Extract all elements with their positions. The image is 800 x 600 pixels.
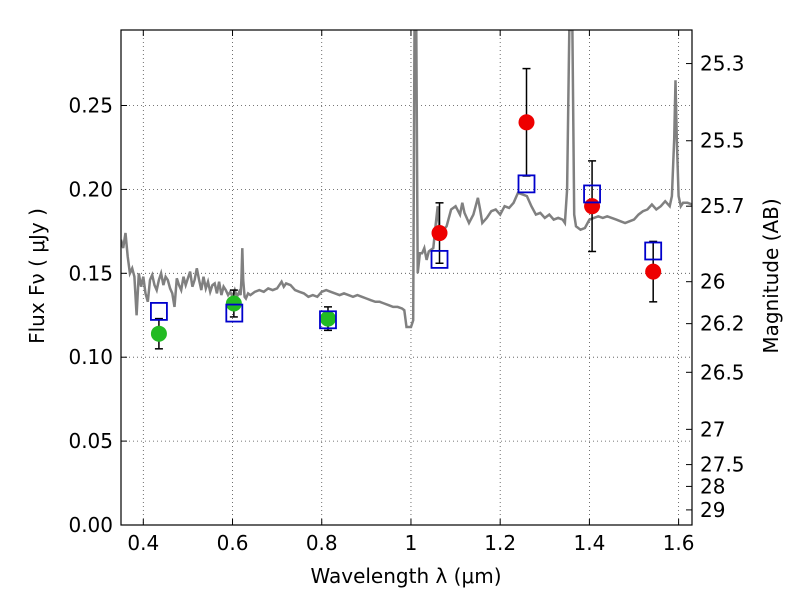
model-square-marker (517, 174, 536, 194)
right-tick-label: 27 (700, 417, 725, 441)
y-tick-label: 0.00 (68, 513, 113, 537)
photometry-point (319, 310, 336, 327)
photometry-point (645, 263, 662, 280)
model-spectrum-line (121, 30, 692, 329)
y-tick-label: 0.20 (68, 177, 113, 201)
y-axis-title: Flux Fν ( μJy ) (25, 208, 49, 344)
model-square-marker (430, 249, 449, 269)
right-tick-label: 26.5 (700, 360, 745, 384)
right-tick-label: 28 (700, 474, 725, 498)
photometry-point (150, 325, 167, 342)
y-tick-label: 0.15 (68, 261, 113, 285)
photometry-point (225, 295, 242, 312)
axes: 0.4 0.6 0.8 1 1.2 1.4 1.6 0.00 0.05 0.10 0.15 0.20 0… (68, 29, 745, 555)
x-tick-label: 1 (405, 531, 418, 555)
x-tick-label: 0.8 (306, 531, 338, 555)
plot-frame (120, 29, 693, 526)
y-tick-label: 0.25 (68, 94, 113, 118)
x-tick-label: 1.2 (484, 531, 516, 555)
grid (121, 30, 692, 526)
model-square-marker (150, 301, 168, 321)
right-tick-label: 25.5 (700, 129, 745, 153)
right-tick-label: 29 (700, 498, 725, 522)
y-tick-label: 0.10 (68, 345, 113, 369)
x-tick-label: 1.6 (663, 531, 695, 555)
photometry-point (518, 114, 535, 131)
right-tick-label: 26.2 (700, 312, 745, 336)
x-tick-label: 0.6 (217, 531, 249, 555)
model-square-marker (225, 303, 244, 323)
photometry-point (584, 198, 601, 215)
right-tick-label: 26 (700, 270, 725, 294)
model-square-marker (644, 241, 663, 261)
data-markers (150, 67, 663, 350)
x-axis-title: Wavelength λ (μm) (310, 564, 501, 588)
model-spectrum (121, 30, 692, 329)
photometry-point (431, 225, 448, 242)
right-tick-label: 25.7 (700, 194, 745, 218)
x-tick-label: 1.4 (573, 531, 605, 555)
y-tick-label: 0.05 (68, 429, 113, 453)
right-tick-label: 25.3 (700, 52, 745, 76)
x-tick-label: 0.4 (127, 531, 159, 555)
right-tick-label: 27.5 (700, 453, 745, 477)
model-square-marker (583, 184, 601, 204)
model-square-marker (319, 310, 337, 330)
y-axis-title-right: Magnitude (AB) (759, 198, 783, 353)
